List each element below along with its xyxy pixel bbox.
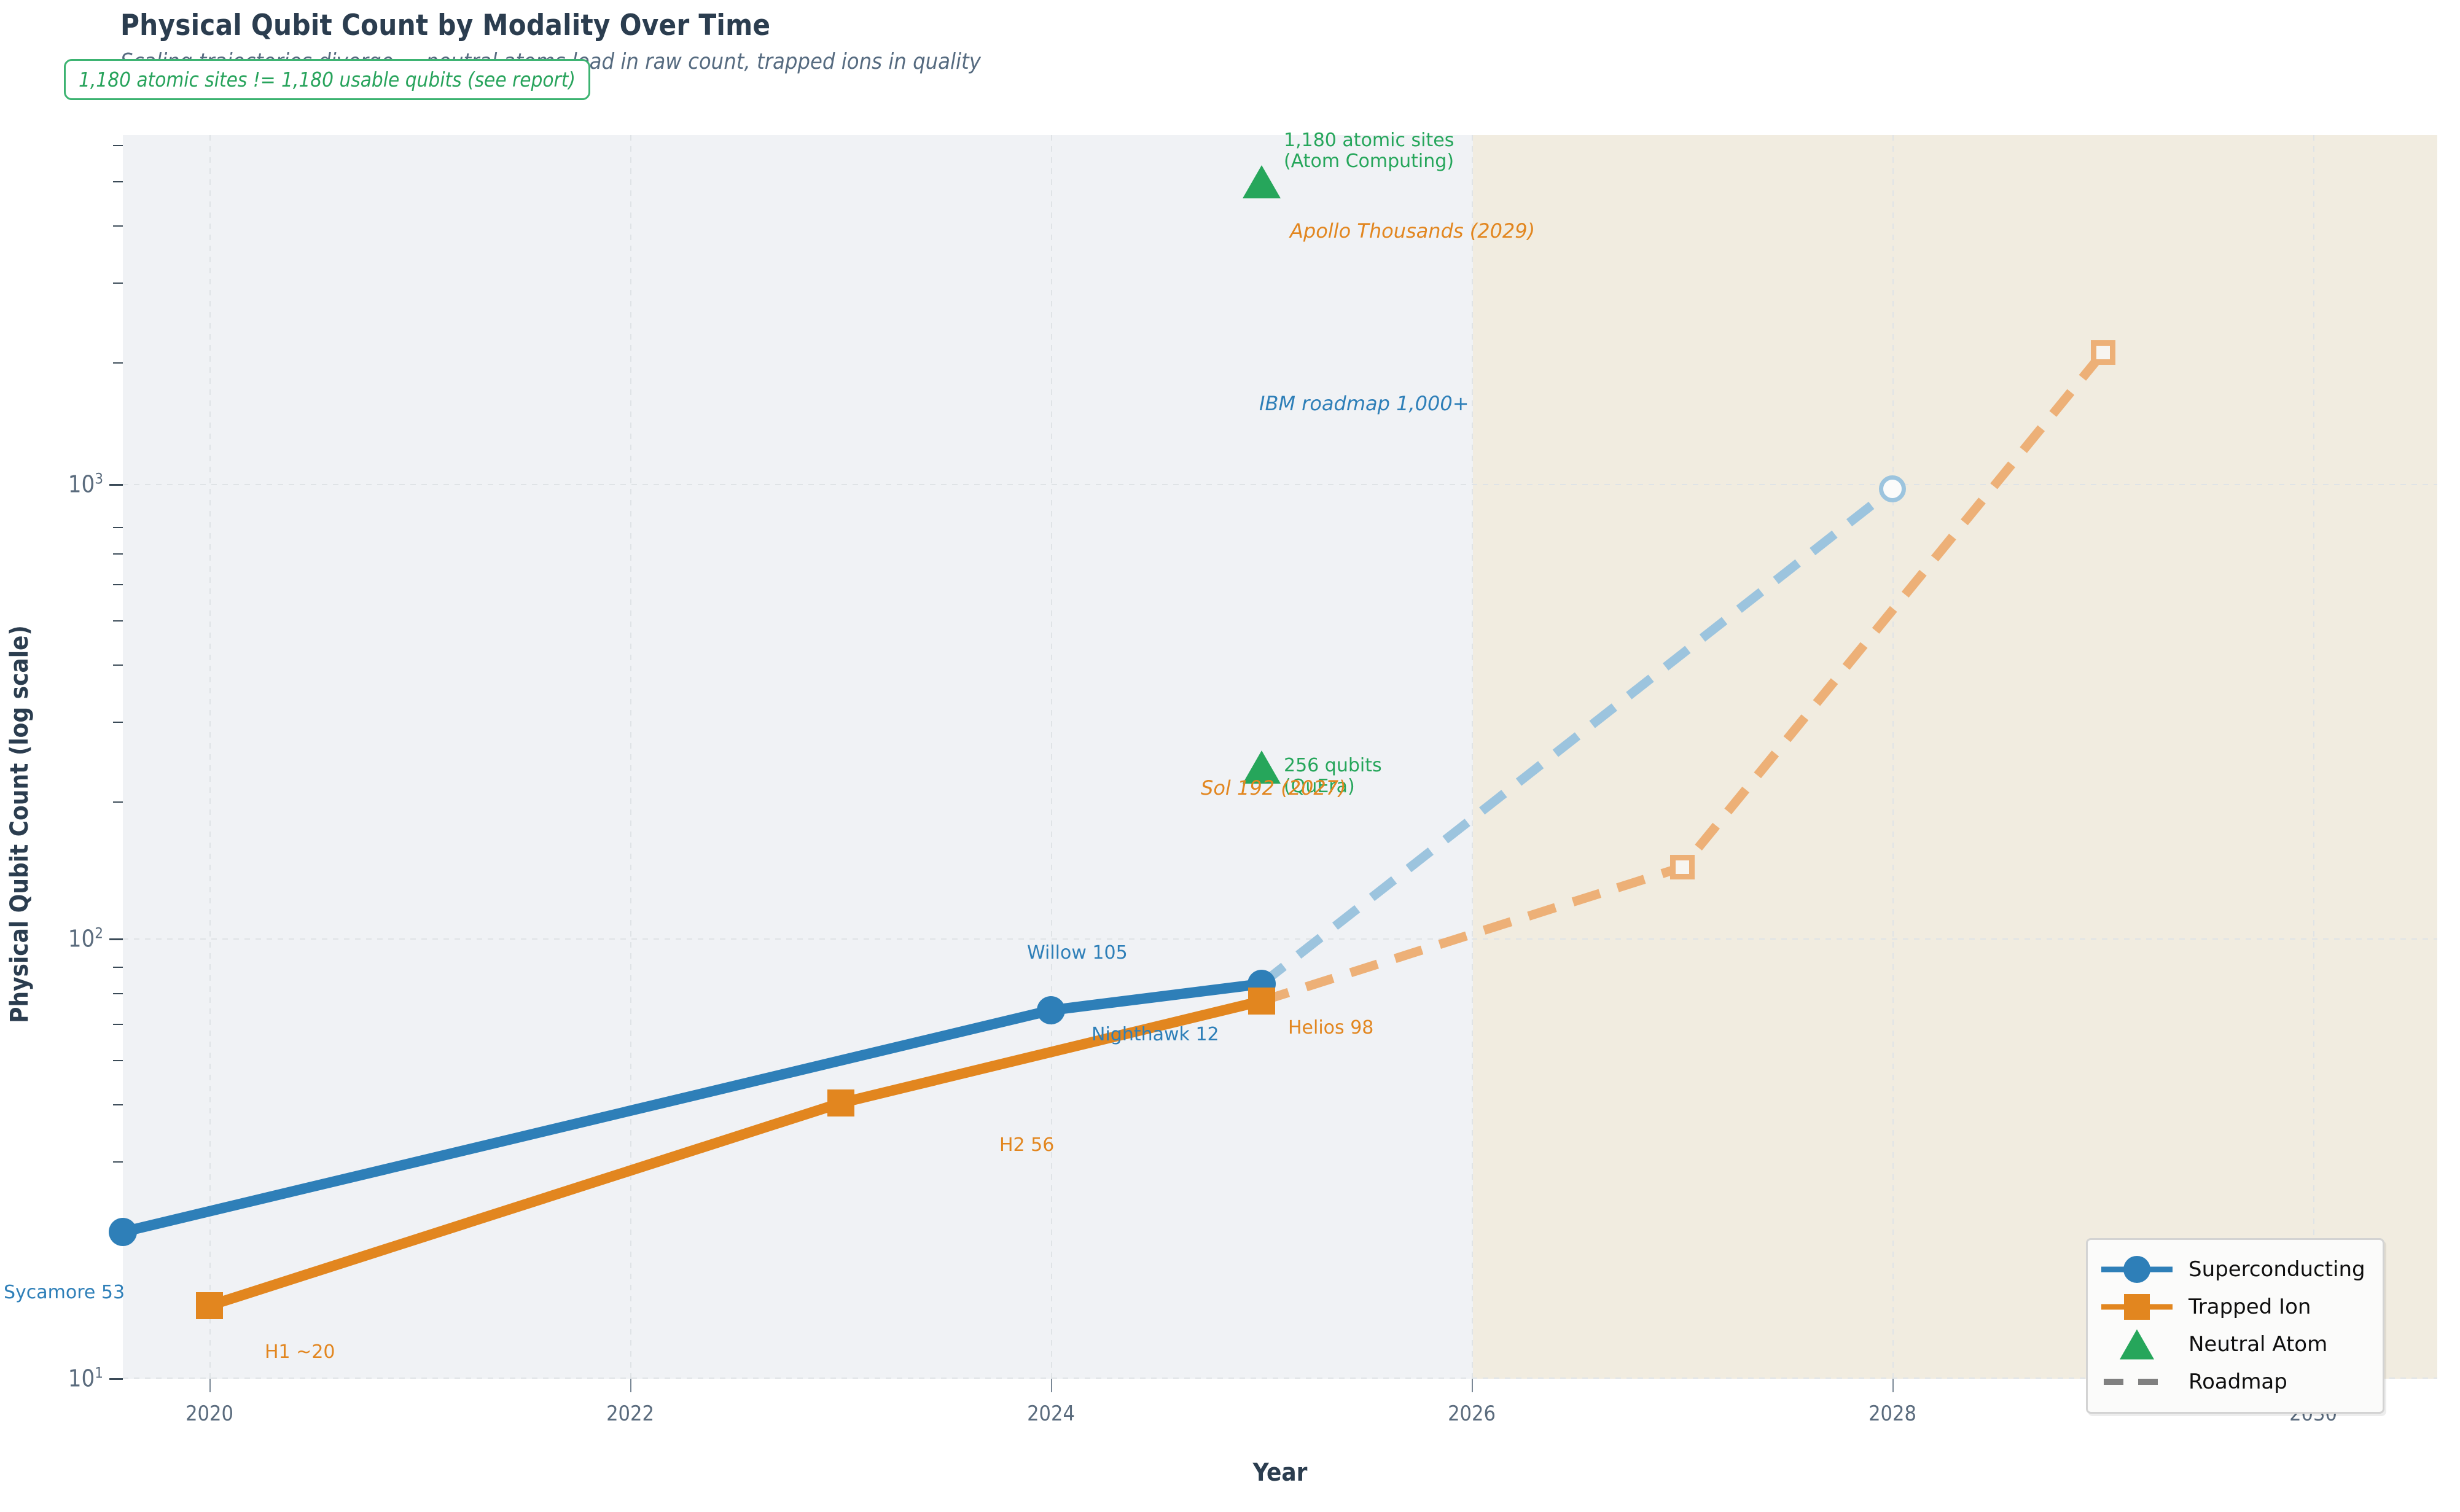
ytick-minor — [113, 967, 123, 968]
legend-label: Neutral Atom — [2189, 1331, 2328, 1357]
ytick-base: 10 — [68, 470, 95, 498]
gridline-2026 — [1472, 135, 1473, 1379]
ytick-minor — [113, 527, 123, 528]
ytick-exponent: 2 — [95, 924, 103, 942]
label-helios: Helios 98 — [1288, 1017, 1374, 1039]
gridline-2030 — [2313, 135, 2314, 1379]
point-willow[interactable] — [1037, 996, 1065, 1024]
ytick-minor — [113, 1161, 123, 1163]
label-willow: Willow 105 — [1027, 942, 1128, 964]
ytick-minor — [113, 1104, 123, 1105]
label-quera: 256 qubits (QuEra) — [1284, 755, 1382, 797]
ytick-major-1e2 — [109, 938, 123, 940]
ytick-minor — [113, 553, 123, 555]
page-title: Physical Qubit Count by Modality Over Ti… — [120, 9, 771, 42]
point-sol[interactable] — [1670, 855, 1695, 879]
ytick-minor — [113, 664, 123, 666]
gridline-1e2 — [123, 938, 2437, 940]
point-apollo[interactable] — [2091, 340, 2115, 365]
legend-label: Superconducting — [2189, 1257, 2365, 1282]
label-h2: H2 56 — [999, 1134, 1055, 1156]
forecast-shaded-region — [1473, 135, 2437, 1379]
xtick-label-2022: 2022 — [606, 1401, 654, 1426]
x-axis-label: Year — [1252, 1459, 1308, 1487]
ytick-minor — [113, 225, 123, 227]
xtick-2024 — [1051, 1379, 1052, 1392]
ytick-exponent: 1 — [95, 1364, 103, 1382]
gridline-2020 — [209, 135, 211, 1379]
ytick-minor — [113, 362, 123, 364]
point-h2[interactable] — [827, 1089, 854, 1116]
point-ibm-roadmap[interactable] — [1879, 475, 1906, 502]
ytick-minor — [113, 1024, 123, 1025]
point-h1[interactable] — [196, 1292, 223, 1319]
label-apollo: Apollo Thousands (2029) — [1290, 219, 1536, 243]
xtick-2028 — [1892, 1379, 1894, 1392]
ytick-minor — [113, 620, 123, 622]
xtick-2020 — [209, 1379, 211, 1392]
xtick-2026 — [1472, 1379, 1473, 1392]
ytick-minor — [113, 181, 123, 182]
ytick-minor — [113, 145, 123, 146]
trapped-ion-line — [204, 996, 1267, 1311]
point-sycamore[interactable] — [109, 1218, 137, 1246]
ytick-label-1e3: 103 — [68, 470, 103, 498]
legend-item-neutral-atom[interactable]: Neutral Atom — [2101, 1325, 2365, 1363]
ytick-major-1e3 — [109, 484, 123, 486]
xtick-2022 — [630, 1379, 631, 1392]
legend-label: Roadmap — [2189, 1369, 2287, 1394]
point-helios[interactable] — [1248, 988, 1275, 1015]
gridline-1e1 — [123, 1378, 2437, 1379]
point-atom-computing[interactable] — [1243, 165, 1281, 198]
ytick-base: 10 — [68, 1365, 95, 1392]
plot-area: 101 102 103 Physical Qubit Count (log sc… — [4, 59, 2437, 1487]
xtick-label-2020: 2020 — [185, 1401, 233, 1426]
gridline-2028 — [1892, 135, 1894, 1379]
ytick-minor — [113, 801, 123, 803]
trapped-ion-legend-icon — [2101, 1293, 2173, 1321]
gridline-2022 — [630, 135, 631, 1379]
legend-label: Trapped Ion — [2189, 1294, 2311, 1319]
ytick-minor — [113, 722, 123, 723]
label-nighthawk: Nighthawk 12 — [1091, 1024, 1219, 1045]
legend-item-trapped-ion[interactable]: Trapped Ion — [2101, 1288, 2365, 1325]
ytick-major-1e1 — [109, 1378, 123, 1380]
ytick-label-1e2: 102 — [68, 925, 103, 953]
label-h1: H1 ~20 — [265, 1341, 335, 1363]
label-atom-computing: 1,180 atomic sites (Atom Computing) — [1284, 130, 1455, 172]
gridline-2024 — [1051, 135, 1052, 1379]
roadmap-superconducting-dashed — [1259, 485, 1896, 988]
xtick-label-2028: 2028 — [1868, 1401, 1916, 1426]
y-axis-label: Physical Qubit Count (log scale) — [6, 625, 34, 1023]
label-sol: Sol 192 (2027) — [1201, 776, 1346, 800]
point-quera[interactable] — [1243, 750, 1281, 784]
ytick-base: 10 — [68, 925, 95, 953]
superconducting-legend-icon — [2101, 1255, 2173, 1284]
roadmap-trapped-ion-dashed — [1260, 349, 2107, 1006]
legend-item-roadmap[interactable]: Roadmap — [2101, 1363, 2365, 1400]
ytick-minor — [113, 993, 123, 994]
label-ibm-roadmap: IBM roadmap 1,000+ — [1259, 392, 1469, 415]
roadmap-legend-icon — [2101, 1368, 2173, 1396]
superconducting-line — [117, 978, 1267, 1237]
label-sycamore: Sycamore 53 — [4, 1282, 125, 1303]
ytick-minor — [113, 283, 123, 284]
callout-annotation: 1,180 atomic sites != 1,180 usable qubit… — [64, 59, 590, 100]
xtick-label-2024: 2024 — [1027, 1401, 1075, 1426]
ytick-label-1e1: 101 — [68, 1365, 103, 1392]
ytick-minor — [113, 584, 123, 585]
xtick-label-2026: 2026 — [1448, 1401, 1496, 1426]
ytick-minor — [113, 1060, 123, 1061]
neutral-atom-legend-icon — [2101, 1329, 2173, 1359]
legend: Superconducting Trapped Ion Neutral Atom… — [2086, 1238, 2384, 1414]
gridline-1e3 — [123, 484, 2437, 485]
ytick-exponent: 3 — [95, 470, 103, 488]
legend-item-superconducting[interactable]: Superconducting — [2101, 1250, 2365, 1288]
